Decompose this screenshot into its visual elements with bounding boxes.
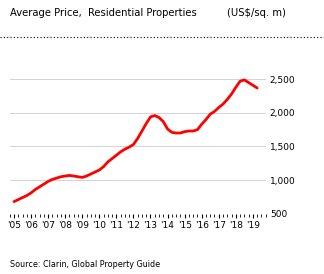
Text: Source: Clarin, Global Property Guide: Source: Clarin, Global Property Guide [10,259,160,269]
Text: Average Price,  Residential Properties: Average Price, Residential Properties [10,8,196,18]
Text: (US$/sq. m): (US$/sq. m) [227,8,286,18]
